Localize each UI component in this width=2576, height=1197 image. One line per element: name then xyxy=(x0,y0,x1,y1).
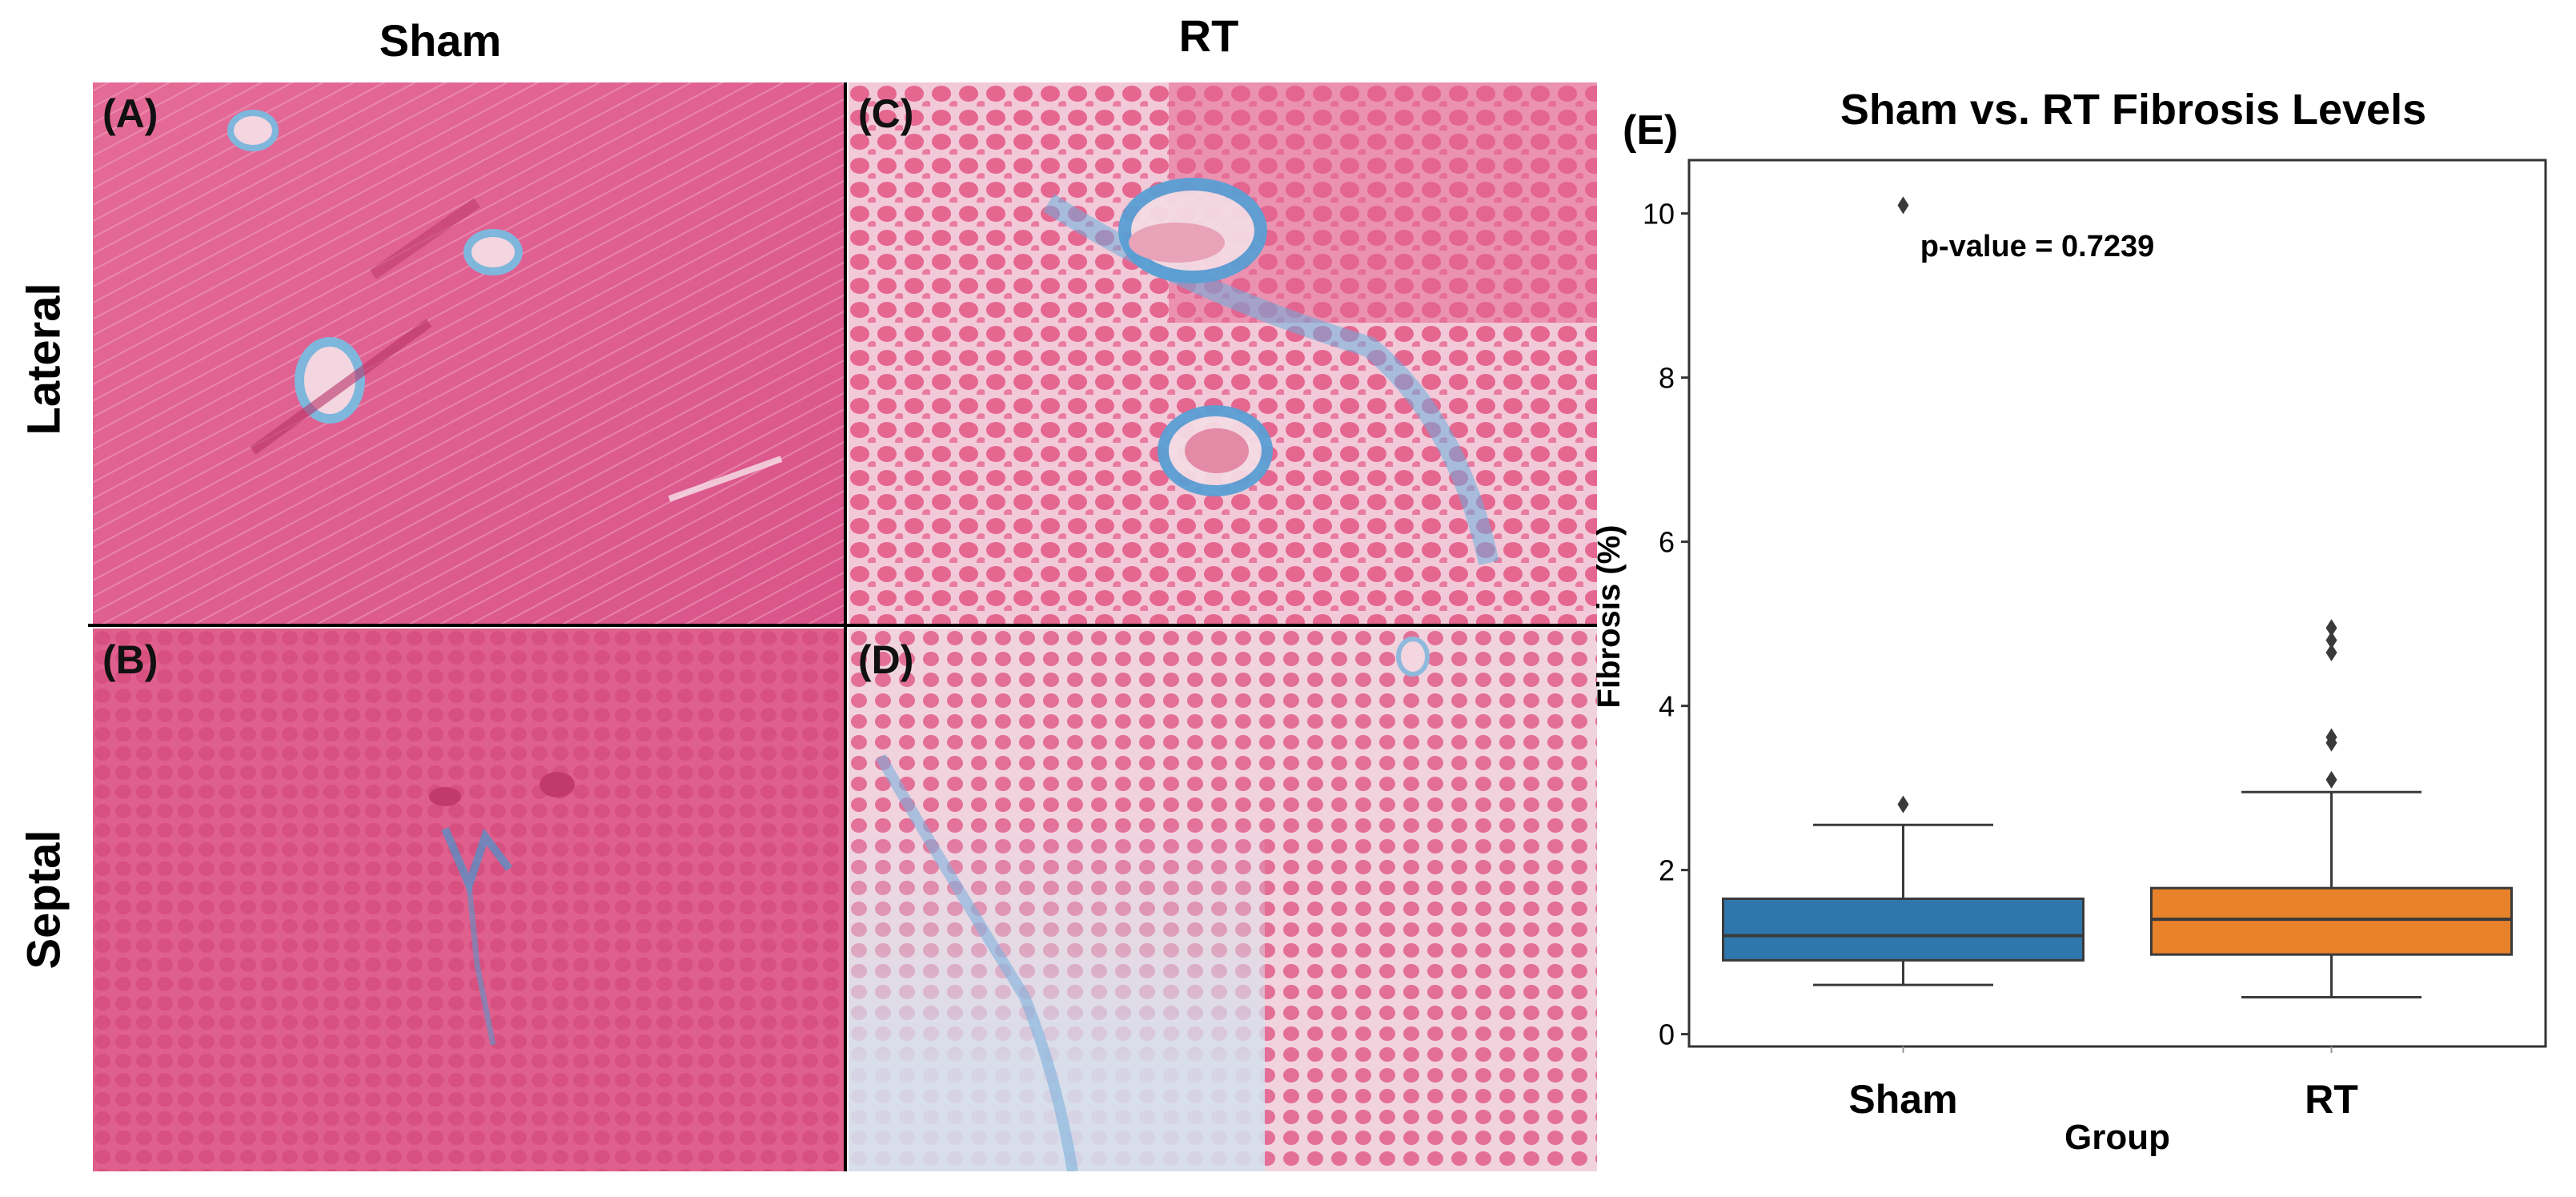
row-header-lateral: Lateral xyxy=(18,283,70,436)
horizontal-divider xyxy=(88,624,1597,627)
x-axis-label: Group xyxy=(2064,1118,2170,1157)
panel-a-image xyxy=(93,82,844,625)
vertical-divider xyxy=(844,82,847,1171)
chart-title: Sham vs. RT Fibrosis Levels xyxy=(1840,86,2426,134)
x-tick-labels: Sham RT xyxy=(1848,1046,2358,1122)
panel-label-b: (B) xyxy=(102,637,158,682)
outlier-point xyxy=(2325,770,2337,789)
panel-label-a: (A) xyxy=(102,91,158,136)
boxes xyxy=(1722,196,2513,998)
y-tick-label: 10 xyxy=(1643,198,1675,231)
panel-label-c: (C) xyxy=(858,91,914,136)
histology-panel-b: (B) xyxy=(93,629,844,1171)
y-axis-label: Fibrosis (%) xyxy=(1591,525,1627,709)
x-tick-label: Sham xyxy=(1848,1077,1957,1122)
y-tick-label: 8 xyxy=(1659,362,1675,395)
y-tick-label: 0 xyxy=(1659,1018,1675,1051)
y-tick-label: 2 xyxy=(1659,854,1675,887)
panel-c-image xyxy=(849,82,1597,625)
outlier-point xyxy=(2325,728,2337,746)
fibrosis-boxplot-panel: (E) Sham vs. RT Fibrosis Levels 0 2 4 6 8 10 … xyxy=(1589,72,2570,1193)
box-sham xyxy=(1722,898,2084,962)
row-header-septal: Septal xyxy=(18,829,70,970)
y-tick-label: 6 xyxy=(1659,526,1675,559)
x-tick-label: RT xyxy=(2305,1077,2358,1122)
y-axis: 0 2 4 6 8 10 xyxy=(1643,198,1689,1051)
fibrosis-boxplot: (E) Sham vs. RT Fibrosis Levels 0246810 … xyxy=(1591,86,2547,1157)
outlier-point xyxy=(1897,196,1909,215)
plot-frame xyxy=(1687,159,2547,1048)
histology-panel-c: (C) xyxy=(849,82,1597,625)
column-header-rt: RT xyxy=(1178,10,1239,61)
panel-label-d: (D) xyxy=(858,637,914,682)
outlier-point xyxy=(2325,619,2337,637)
panel-b-image xyxy=(93,629,844,1171)
panel-d-image xyxy=(849,629,1597,1171)
panel-label-e: (E) xyxy=(1623,107,1678,154)
histology-panel-d: (D) xyxy=(849,629,1597,1171)
outlier-point xyxy=(1897,795,1909,813)
p-value-annotation: p-value = 0.7239 xyxy=(1920,230,2155,263)
outlier-point xyxy=(2325,631,2337,649)
box-rt xyxy=(2150,886,2513,956)
y-tick-label: 4 xyxy=(1659,690,1675,723)
column-header-sham: Sham xyxy=(379,15,502,66)
histology-panel-a: (A) xyxy=(93,82,844,625)
outlier-point xyxy=(2325,644,2337,661)
